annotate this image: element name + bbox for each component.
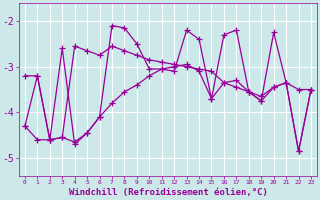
X-axis label: Windchill (Refroidissement éolien,°C): Windchill (Refroidissement éolien,°C) bbox=[68, 188, 268, 197]
